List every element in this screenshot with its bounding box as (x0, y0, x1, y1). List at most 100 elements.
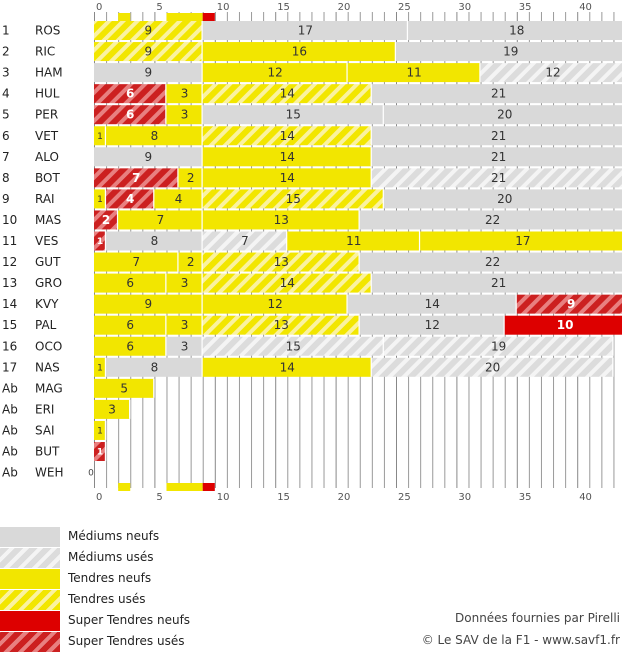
row-driver-label: VET (35, 129, 59, 143)
row-driver-label: NAS (35, 360, 60, 374)
source-credit: Données fournies par Pirelli (455, 611, 620, 625)
row-position-label: 6 (2, 129, 10, 143)
stint-lap-count: 1 (97, 363, 103, 373)
legend-item-mediums-neufs: Médiums neufs (0, 527, 300, 547)
stint-lap-count: 1 (97, 448, 103, 458)
row-driver-label: HUL (35, 87, 60, 101)
stint-lap-count: 14 (280, 276, 295, 290)
x-tick-label: 10 (217, 2, 230, 13)
stint-lap-count: 2 (102, 213, 110, 227)
stint-lap-count: 22 (485, 213, 500, 227)
row-driver-label: BOT (35, 171, 60, 185)
x-tick-label: 0 (96, 492, 102, 503)
stint-lap-count: 5 (120, 381, 128, 395)
legend-label: Médiums usés (68, 550, 154, 564)
row-driver-label: HAM (35, 66, 63, 80)
row-position-label: 9 (2, 192, 10, 206)
legend-swatch-mediums-uses (0, 548, 60, 568)
x-tick-label: 5 (156, 492, 162, 503)
row-position-label: Ab (2, 445, 18, 459)
stint-lap-count: 13 (274, 318, 289, 332)
stint-lap-count: 6 (126, 318, 134, 332)
x-tick-label: 25 (398, 492, 411, 503)
x-tick-label: 30 (458, 492, 471, 503)
row-position-label: 7 (2, 150, 10, 164)
stint-lap-count: 1 (97, 195, 103, 205)
stint-lap-count: 12 (545, 66, 560, 80)
stint-lap-count: 15 (286, 339, 301, 353)
row-position-label: 17 (2, 360, 17, 374)
stint-lap-count: 10 (557, 318, 574, 332)
stint-lap-count: 1 (97, 237, 103, 247)
stint-lap-count: 19 (491, 339, 506, 353)
stint-lap-count: 15 (286, 192, 301, 206)
stint-lap-count: 14 (280, 87, 295, 101)
x-tick-label: 0 (96, 2, 102, 13)
stint-lap-count: 8 (151, 234, 159, 248)
row-position-label: Ab (2, 381, 18, 395)
row-driver-label: VES (35, 234, 58, 248)
legend-item-super-tendres-neufs: Super Tendres neufs (0, 611, 300, 631)
stint-lap-count: 12 (425, 318, 440, 332)
row-position-label: 3 (2, 66, 10, 80)
row-driver-label: WEH (35, 466, 63, 480)
stint-lap-count: 7 (157, 213, 165, 227)
row-position-label: 15 (2, 318, 17, 332)
stint-lap-count: 9 (145, 45, 153, 59)
stint-lap-count: 3 (181, 276, 189, 290)
row-position-label: 14 (2, 297, 17, 311)
stint-lap-count: 14 (280, 129, 295, 143)
stint-lap-count: 14 (280, 150, 295, 164)
stint-lap-count: 9 (145, 66, 153, 80)
stint-lap-count: 6 (126, 339, 134, 353)
row-position-label: 11 (2, 234, 17, 248)
stint-lap-count: 9 (145, 297, 153, 311)
row-position-label: 13 (2, 276, 17, 290)
legend-item-tendres-neufs: Tendres neufs (0, 569, 300, 589)
row-position-label: 2 (2, 45, 10, 59)
stint-lap-count: 21 (491, 87, 506, 101)
stint-lap-count: 9 (567, 297, 575, 311)
row-driver-label: MAG (35, 381, 63, 395)
legend-label: Super Tendres neufs (68, 613, 190, 627)
stint-lap-count: 4 (175, 192, 183, 206)
stint-lap-count: 0 (88, 469, 94, 479)
strip-segment (166, 483, 202, 491)
stint-lap-count: 6 (126, 87, 134, 101)
stint-lap-count: 7 (132, 255, 140, 269)
x-tick-label: 20 (338, 2, 351, 13)
row-driver-label: GUT (35, 255, 61, 269)
legend-item-super-tendres-uses: Super Tendres usés (0, 632, 300, 652)
stint-lap-count: 14 (425, 297, 440, 311)
stint-lap-count: 3 (181, 108, 189, 122)
stint-lap-count: 6 (126, 276, 134, 290)
row-driver-label: BUT (35, 445, 60, 459)
stint-lap-count: 11 (406, 66, 421, 80)
stint-lap-count: 3 (181, 339, 189, 353)
stint-lap-count: 17 (298, 24, 313, 38)
stint-lap-count: 21 (491, 150, 506, 164)
top-strip (118, 13, 215, 21)
row-position-label: 12 (2, 255, 17, 269)
stint-lap-count: 9 (145, 150, 153, 164)
stint-lap-count: 7 (241, 234, 249, 248)
x-tick-label: 5 (156, 2, 162, 13)
x-tick-label: 20 (338, 492, 351, 503)
x-tick-label: 25 (398, 2, 411, 13)
row-driver-label: MAS (35, 213, 61, 227)
row-position-label: 16 (2, 339, 17, 353)
row-position-label: Ab (2, 466, 18, 480)
row-driver-label: PAL (35, 318, 57, 332)
row-driver-label: RIC (35, 45, 55, 59)
row-driver-label: SAI (35, 423, 55, 437)
legend-swatch-tendres-neufs (0, 569, 60, 589)
stint-lap-count: 8 (151, 360, 159, 374)
row-driver-label: RAI (35, 192, 55, 206)
stint-lap-count: 13 (274, 255, 289, 269)
stint-lap-count: 21 (491, 276, 506, 290)
row-position-label: 1 (2, 24, 10, 38)
stint-lap-count: 6 (126, 108, 134, 122)
x-tick-label: 35 (519, 492, 532, 503)
x-tick-label: 35 (519, 2, 532, 13)
